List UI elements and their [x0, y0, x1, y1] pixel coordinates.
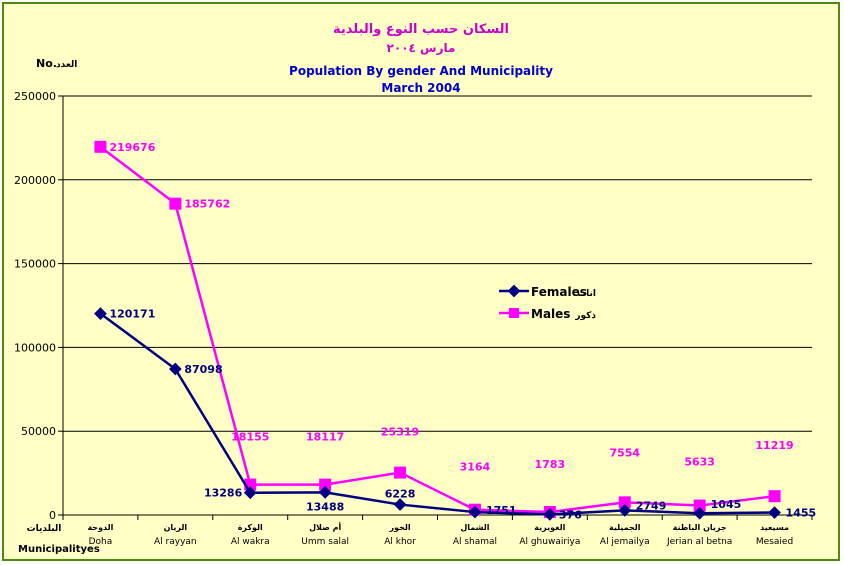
males-data-label: 18155 [231, 431, 269, 444]
axes [58, 95, 813, 520]
y-tick-labels: 0 50000 100000 150000 200000 250000 [14, 90, 56, 522]
x-tick-labels: الدوحة Doha الريان Al rayyan الوكرة Al wakra أ… [87, 522, 793, 547]
females-data-label: 1045 [711, 498, 742, 511]
females-data-label: 87098 [184, 363, 222, 376]
males-data-label: 7554 [609, 446, 640, 459]
x-tick-label: Al wakra [231, 537, 270, 547]
males-marker [169, 197, 182, 210]
legend-females-label: Females [531, 285, 587, 299]
females-marker [94, 307, 107, 320]
x-tick-label: Umm salal [301, 537, 349, 547]
males-data-label: 1783 [535, 458, 566, 471]
y-tick-label: 250000 [14, 90, 56, 103]
females-data-label: 120171 [109, 308, 155, 321]
y-tick-label: 0 [49, 509, 56, 522]
data-labels: 120171 87098 13286 13488 6228 1751 376 2749 1045… [109, 141, 816, 522]
males-data-label: 11219 [755, 439, 793, 452]
legend-females-label-arabic: اناث [577, 289, 596, 299]
x-tick-label-arabic: جريان الباطنة [673, 523, 727, 532]
females-data-label: 13286 [204, 487, 243, 500]
females-marker [693, 506, 707, 520]
x-tick-label-arabic: الجميلية [609, 523, 641, 532]
x-tick-label-arabic: أم صلال [309, 522, 341, 532]
x-tick-label-arabic: مسيعيد [760, 523, 789, 532]
chart-title: Population By gender And Municipality [289, 64, 553, 78]
legend-males-label-arabic: ذكور [574, 311, 596, 321]
females-data-label: 376 [559, 508, 582, 521]
x-tick-label-arabic: الريان [164, 523, 188, 532]
y-axis-label-arabic: العدد [56, 60, 77, 70]
males-data-label: 5633 [684, 456, 715, 469]
chart-subtitle-arabic: مارس ٢٠٠٤ [387, 41, 456, 55]
y-tick-label: 150000 [14, 258, 56, 271]
males-marker [768, 490, 781, 503]
females-data-label: 6228 [385, 488, 416, 501]
males-data-label: 219676 [109, 141, 155, 154]
x-tick-label-arabic: الخور [388, 523, 410, 532]
males-marker [394, 466, 407, 479]
y-axis-label: No. [36, 57, 57, 70]
y-tick-label: 200000 [14, 174, 56, 187]
legend: Females اناث Males ذكور [499, 284, 596, 321]
females-data-label: 1751 [486, 504, 517, 517]
males-data-label: 185762 [184, 198, 230, 211]
females-marker [168, 362, 182, 376]
males-marker [319, 478, 332, 491]
males-series-line [99, 145, 775, 514]
x-tick-label: Al rayyan [154, 537, 197, 547]
y-tick-label: 100000 [14, 341, 56, 354]
x-tick-label: Al khor [384, 537, 416, 547]
males-data-label: 18117 [306, 431, 344, 444]
chart-subtitle: March 2004 [381, 81, 460, 95]
x-tick-label: Jerian al betna [666, 537, 732, 547]
females-marker [318, 486, 332, 499]
y-tick-label: 50000 [21, 425, 56, 438]
females-data-label: 2749 [636, 499, 667, 512]
females-marker [768, 506, 781, 519]
males-marker [693, 499, 706, 512]
x-tick-label-arabic: الوكرة [238, 523, 263, 532]
females-data-label: 1455 [786, 507, 817, 520]
females-marker [243, 486, 257, 500]
legend-males-label: Males [531, 307, 570, 321]
grid-lines [63, 95, 812, 432]
males-data-label: 25319 [381, 426, 419, 439]
chart-title-arabic: السكان حسب النوع والبلدية [333, 22, 509, 37]
females-marker [393, 498, 407, 511]
x-tick-label-arabic: الغويرية [534, 523, 565, 532]
legend-females-marker [507, 284, 521, 298]
x-tick-label: Al jemailya [600, 537, 650, 547]
x-tick-label: Al shamal [453, 537, 497, 547]
legend-males-marker [509, 308, 519, 318]
females-data-label: 13488 [306, 500, 344, 513]
x-tick-label: Al ghuwairiya [519, 537, 580, 547]
x-tick-label: Mesaied [756, 537, 793, 547]
x-tick-label-arabic: الشمال [460, 523, 489, 532]
x-tick-label: Doha [89, 537, 113, 547]
series-layer [94, 140, 781, 521]
x-axis-label: Municipalityes [18, 544, 100, 555]
males-marker [94, 140, 107, 153]
x-tick-label-arabic: الدوحة [87, 523, 113, 532]
x-axis-label-arabic: البلديات [27, 524, 62, 534]
males-data-label: 3164 [460, 461, 491, 474]
males-marker [618, 496, 631, 509]
females-series-line [99, 312, 775, 516]
